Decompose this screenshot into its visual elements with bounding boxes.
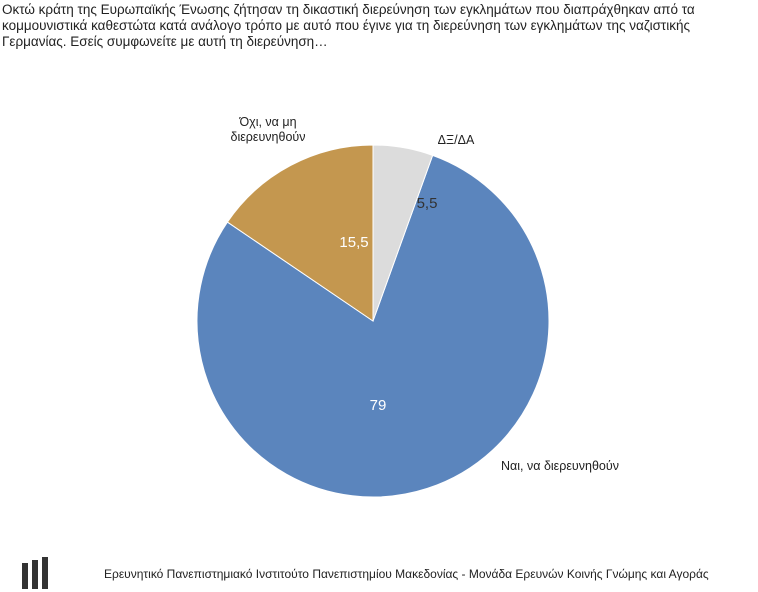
institute-logo-icon [22, 557, 48, 589]
institute-name: Ερευνητικό Πανεπιστημιακό Ινστιτούτο Παν… [104, 567, 709, 581]
slice-category-label: Όχι, να μη διερευνηθούν [230, 115, 305, 144]
pie-slice [226, 144, 374, 322]
slice-category-label: ΔΞ/ΔΑ [438, 133, 475, 147]
pie-slice [196, 154, 550, 498]
slice-category-label: Ναι, να διερευνηθούν [501, 459, 619, 473]
survey-question: Οκτώ κράτη της Ευρωπαϊκής Ένωσης ζήτησαν… [2, 2, 695, 49]
slice-value-label: 15,5 [339, 234, 368, 251]
slice-value-label: 5,5 [417, 195, 438, 212]
pie-slice [372, 144, 434, 322]
slice-value-label: 79 [370, 397, 387, 414]
